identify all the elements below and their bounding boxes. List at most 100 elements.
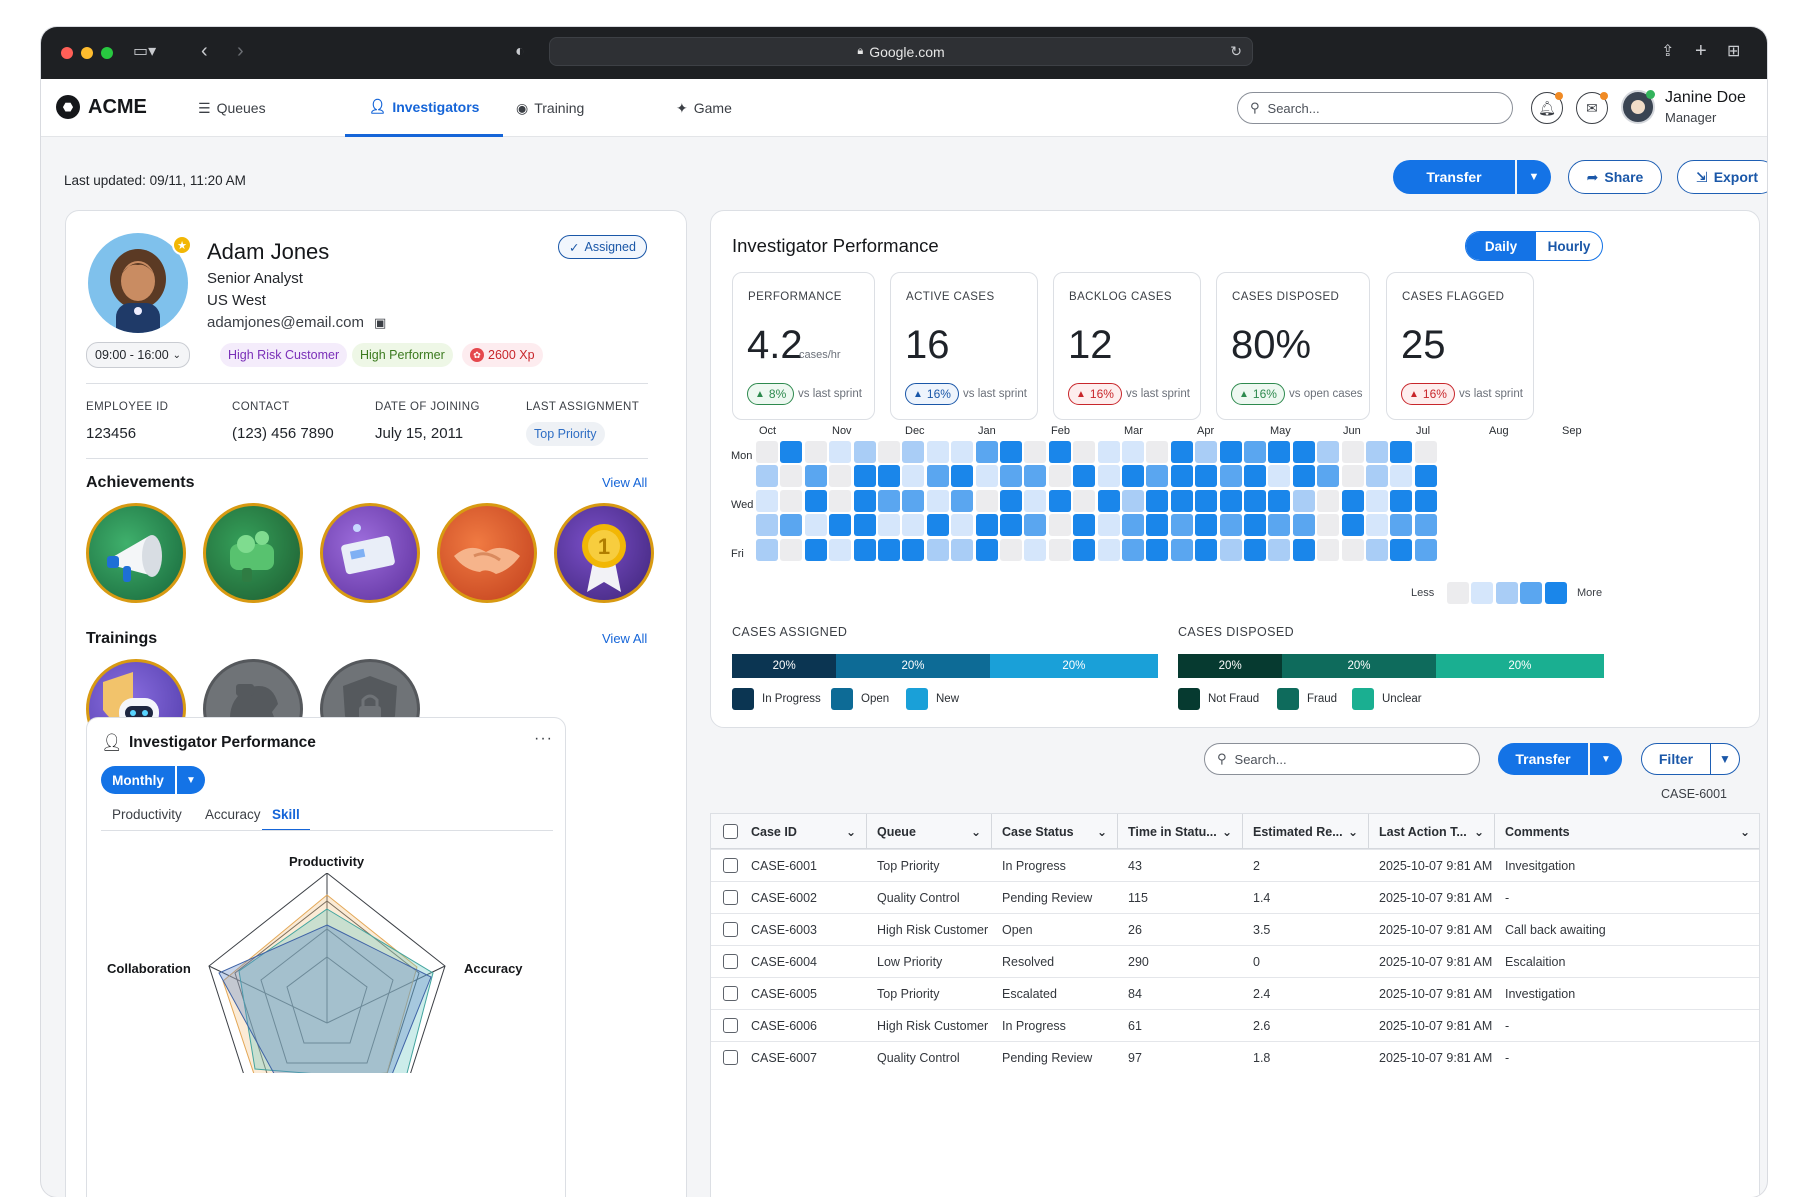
table-row[interactable]: CASE-6007 Quality Control Pending Review 97… [711, 1041, 1759, 1073]
share-button[interactable]: ➦ Share [1568, 160, 1662, 194]
heatmap-cell[interactable] [853, 538, 876, 561]
heatmap-cell[interactable] [1244, 514, 1266, 537]
row-checkbox[interactable] [723, 986, 738, 1001]
row-checkbox[interactable] [723, 1050, 738, 1065]
table-row[interactable]: CASE-6003 High Risk Customer Open 26 3.5 2025… [711, 913, 1759, 945]
heatmap-cell[interactable] [951, 489, 974, 512]
select-all-checkbox[interactable] [723, 824, 738, 839]
heatmap-cell[interactable] [1268, 489, 1291, 512]
column-header[interactable]: Estimated Re... ⌄ [1243, 814, 1369, 849]
heatmap-cell[interactable] [853, 465, 876, 488]
privacy-shield-icon[interactable]: ◐ [515, 43, 525, 60]
row-checkbox[interactable] [723, 858, 738, 873]
row-checkbox[interactable] [723, 922, 738, 937]
column-header[interactable]: Case ID ⌄ [741, 814, 867, 849]
heatmap-cell[interactable] [1146, 465, 1169, 488]
heatmap-cell[interactable] [878, 489, 900, 512]
heatmap-cell[interactable] [878, 538, 900, 561]
column-header[interactable]: Comments ⌄ [1495, 814, 1759, 849]
more-options-icon[interactable]: ··· [534, 730, 553, 747]
heatmap-cell[interactable] [829, 465, 852, 488]
heatmap-cell[interactable] [1097, 441, 1120, 463]
period-dropdown-button[interactable]: ▼ [177, 766, 205, 794]
heatmap-cell[interactable] [1122, 465, 1144, 488]
heatmap-cell[interactable] [1122, 441, 1144, 463]
heatmap-cell[interactable] [1000, 489, 1022, 512]
tab-productivity[interactable]: Productivity [112, 807, 182, 822]
heatmap-cell[interactable] [1390, 514, 1413, 537]
heatmap-cell[interactable] [1244, 489, 1266, 512]
heatmap-cell[interactable] [1292, 489, 1315, 512]
heatmap-cell[interactable] [853, 489, 876, 512]
stacked-bar-segment[interactable]: 20% [989, 654, 1158, 678]
filter-button[interactable]: Filter [1641, 743, 1710, 775]
copy-icon[interactable]: ▣ [373, 314, 387, 330]
shift-select[interactable]: 09:00 - 16:00 ⌄ [86, 342, 191, 368]
heatmap-cell[interactable] [1219, 514, 1242, 537]
heatmap-cell[interactable] [1292, 514, 1315, 537]
user-avatar[interactable] [1621, 90, 1655, 124]
messages-button[interactable]: ✉ [1576, 92, 1608, 124]
heatmap-cell[interactable] [1122, 538, 1144, 561]
cases-search-input[interactable]: ⚲ Search... [1204, 743, 1480, 775]
column-header[interactable]: Last Action T... ⌄ [1369, 814, 1495, 849]
heatmap-cell[interactable] [1219, 538, 1242, 561]
heatmap-cell[interactable] [1073, 514, 1096, 537]
heatmap-cell[interactable] [1292, 538, 1315, 561]
heatmap-cell[interactable] [1073, 538, 1096, 561]
heatmap-cell[interactable] [1097, 465, 1120, 488]
heatmap-cell[interactable] [1317, 489, 1340, 512]
stacked-bar-segment[interactable]: 20% [732, 654, 837, 678]
heatmap-cell[interactable] [1170, 514, 1193, 537]
heatmap-cell[interactable] [1170, 441, 1193, 463]
heatmap-cell[interactable] [756, 441, 778, 463]
tab-overview-icon[interactable]: ⊞ [1727, 43, 1741, 60]
heatmap-cell[interactable] [780, 465, 803, 488]
heatmap-cell[interactable] [1317, 514, 1340, 537]
heatmap-cell[interactable] [1048, 489, 1071, 512]
heatmap-cell[interactable] [780, 514, 803, 537]
column-header[interactable]: Case Status ⌄ [992, 814, 1118, 849]
heatmap-cell[interactable] [1366, 441, 1388, 463]
heatmap-cell[interactable] [951, 441, 974, 463]
heatmap-cell[interactable] [1048, 538, 1071, 561]
heatmap-cell[interactable] [1341, 465, 1364, 488]
daily-toggle-button[interactable]: Daily [1466, 232, 1536, 260]
tab-game[interactable]: ✦ Game [676, 79, 732, 137]
heatmap-cell[interactable] [1244, 465, 1266, 488]
heatmap-cell[interactable] [878, 441, 900, 463]
heatmap-cell[interactable] [975, 538, 998, 561]
hourly-toggle-button[interactable]: Hourly [1547, 238, 1591, 254]
minimize-window-button[interactable] [81, 47, 93, 59]
heatmap-cell[interactable] [878, 465, 900, 488]
cases-transfer-button[interactable]: Transfer [1498, 743, 1588, 775]
heatmap-cell[interactable] [1219, 441, 1242, 463]
heatmap-cell[interactable] [1146, 489, 1169, 512]
heatmap-cell[interactable] [1097, 514, 1120, 537]
transfer-button[interactable]: Transfer [1393, 160, 1515, 194]
tab-accuracy[interactable]: Accuracy [205, 807, 261, 822]
heatmap-cell[interactable] [902, 514, 925, 537]
heatmap-cell[interactable] [951, 465, 974, 488]
heatmap-cell[interactable] [1170, 489, 1193, 512]
filter-funnel-button[interactable]: ▼ [1710, 743, 1740, 775]
heatmap-cell[interactable] [878, 514, 900, 537]
heatmap-cell[interactable] [1195, 538, 1218, 561]
heatmap-cell[interactable] [1268, 465, 1291, 488]
heatmap-cell[interactable] [1073, 489, 1096, 512]
heatmap-cell[interactable] [829, 441, 852, 463]
header-search-input[interactable]: ⚲ Search... [1237, 92, 1513, 124]
table-row[interactable]: CASE-6005 Top Priority Escalated 84 2.4 2025-… [711, 977, 1759, 1009]
share-page-icon[interactable]: ⇪ [1661, 43, 1675, 60]
heatmap-cell[interactable] [1390, 538, 1413, 561]
heatmap-cell[interactable] [853, 441, 876, 463]
heatmap-cell[interactable] [1366, 538, 1388, 561]
chevron-down-icon[interactable]: ⌄ [845, 824, 856, 839]
transfer-dropdown-button[interactable]: ▼ [1517, 160, 1551, 194]
heatmap-cell[interactable] [1366, 489, 1388, 512]
heatmap-cell[interactable] [1292, 465, 1315, 488]
heatmap-cell[interactable] [1000, 514, 1022, 537]
heatmap-cell[interactable] [926, 489, 949, 512]
heatmap-cell[interactable] [829, 489, 852, 512]
heatmap-cell[interactable] [1244, 441, 1266, 463]
